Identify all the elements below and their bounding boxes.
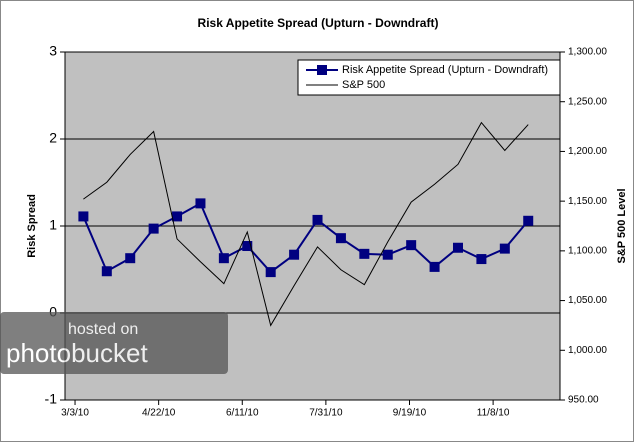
marker	[523, 215, 534, 226]
y2-tick-label: 1,250.00	[568, 96, 607, 107]
y-axis-label: Risk Spread	[26, 194, 38, 258]
series-line	[83, 121, 529, 327]
marker	[195, 198, 206, 209]
marker	[335, 233, 346, 244]
y2-axis-label: S&P 500 Level	[616, 188, 628, 263]
watermark-box	[0, 312, 228, 374]
x-tick-label: 11/8/10	[477, 408, 510, 419]
watermark-text: hosted on	[68, 321, 138, 338]
marker	[499, 243, 510, 254]
legend-label: Risk Appetite Spread (Upturn - Downdraft…	[342, 64, 548, 76]
x-tick-label: 7/31/10	[309, 408, 343, 419]
x-tick-label: 4/22/10	[142, 408, 176, 419]
legend-marker	[317, 65, 327, 75]
x-tick-label: 9/19/10	[393, 408, 427, 419]
y2-tick-label: 1,050.00	[568, 295, 607, 306]
y2-tick-label: 1,200.00	[568, 146, 607, 157]
marker	[172, 211, 183, 222]
marker	[148, 223, 159, 234]
marker	[218, 253, 229, 264]
marker	[242, 241, 253, 252]
marker	[406, 240, 417, 251]
marker	[382, 249, 393, 260]
x-tick-label: 3/3/10	[61, 408, 89, 419]
marker	[289, 249, 300, 260]
legend	[297, 59, 561, 96]
marker	[125, 253, 136, 264]
marker	[359, 248, 370, 259]
legend-label: S&P 500	[342, 79, 385, 91]
y2-tick-label: 1,300.00	[568, 47, 607, 58]
marker	[452, 242, 463, 253]
y-tick-label: 1	[49, 217, 57, 233]
marker	[312, 214, 323, 225]
y2-tick-label: 950.00	[568, 395, 599, 406]
marker	[265, 267, 276, 278]
y-tick-label: 0	[49, 304, 57, 320]
y2-tick-label: 1,150.00	[568, 196, 607, 207]
marker	[101, 266, 112, 277]
y-tick-label: -1	[45, 391, 58, 407]
watermark-text: photobucket	[6, 338, 148, 368]
marker	[78, 211, 89, 222]
marker	[476, 254, 487, 265]
y-tick-label: 3	[49, 43, 57, 59]
chart-title: Risk Appetite Spread (Upturn - Downdraft…	[198, 16, 439, 30]
y2-tick-label: 1,100.00	[568, 245, 607, 256]
y2-tick-label: 1,000.00	[568, 345, 607, 356]
y-tick-label: 2	[49, 130, 57, 146]
x-tick-label: 6/11/10	[226, 408, 259, 419]
marker	[429, 261, 440, 272]
